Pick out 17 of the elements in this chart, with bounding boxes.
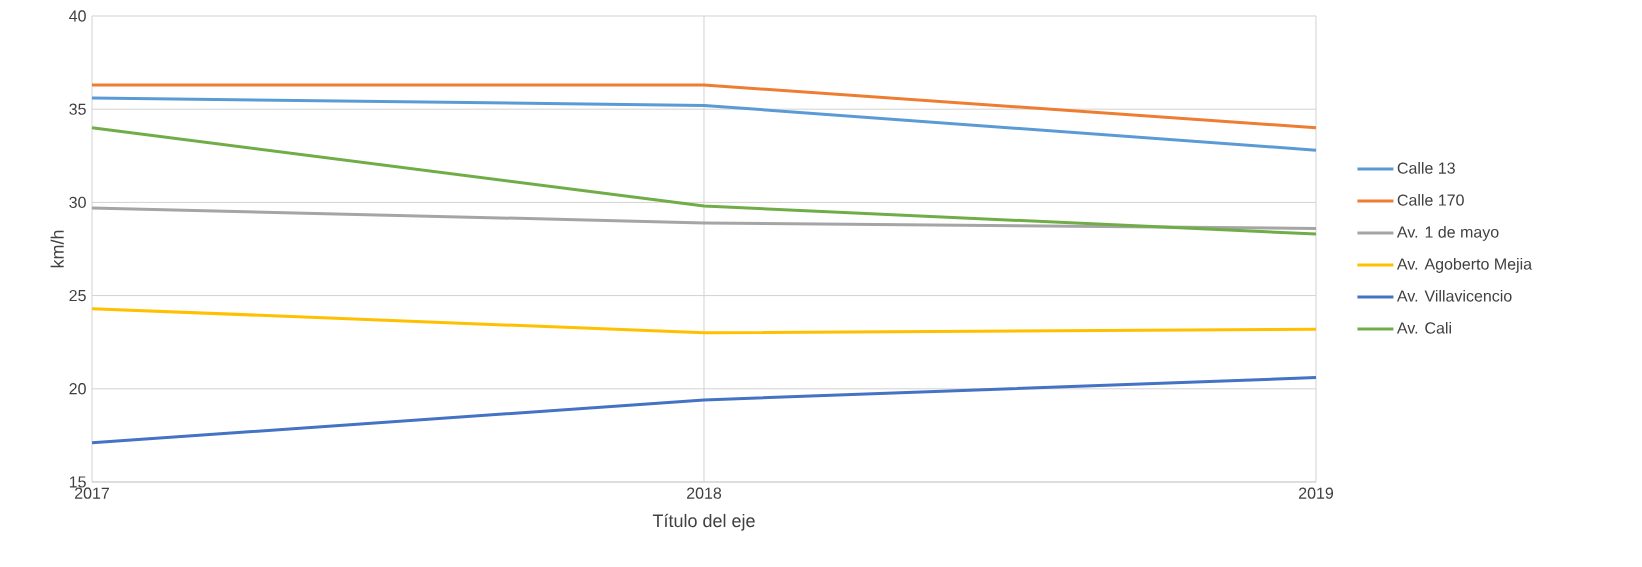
- x-tick-label: 2017: [75, 487, 109, 499]
- y-tick-label: 25: [69, 289, 86, 302]
- y-tick-label: 35: [69, 103, 86, 115]
- y-tick-label: 30: [69, 196, 86, 209]
- x-axis-title: Título del eje: [652, 513, 755, 531]
- legend-label: Calle 13: [1397, 162, 1455, 174]
- legend-label: Av. Agoberto Mejia: [1396, 257, 1533, 273]
- y-tick-label: 15: [69, 476, 86, 488]
- legend-label: Av. 1 de mayo: [1396, 226, 1499, 241]
- legend-label: Calle 170: [1397, 194, 1464, 206]
- y-tick-label: 40: [69, 10, 86, 22]
- legend-label: Av. Cali: [1396, 321, 1451, 334]
- x-tick-label: 2018: [687, 487, 722, 499]
- y-tick-label: 20: [69, 383, 86, 395]
- x-tick-label: 2019: [1299, 487, 1334, 499]
- y-axis-title: km/h: [50, 230, 64, 268]
- legend-label: Av. Villavicencio: [1396, 289, 1512, 302]
